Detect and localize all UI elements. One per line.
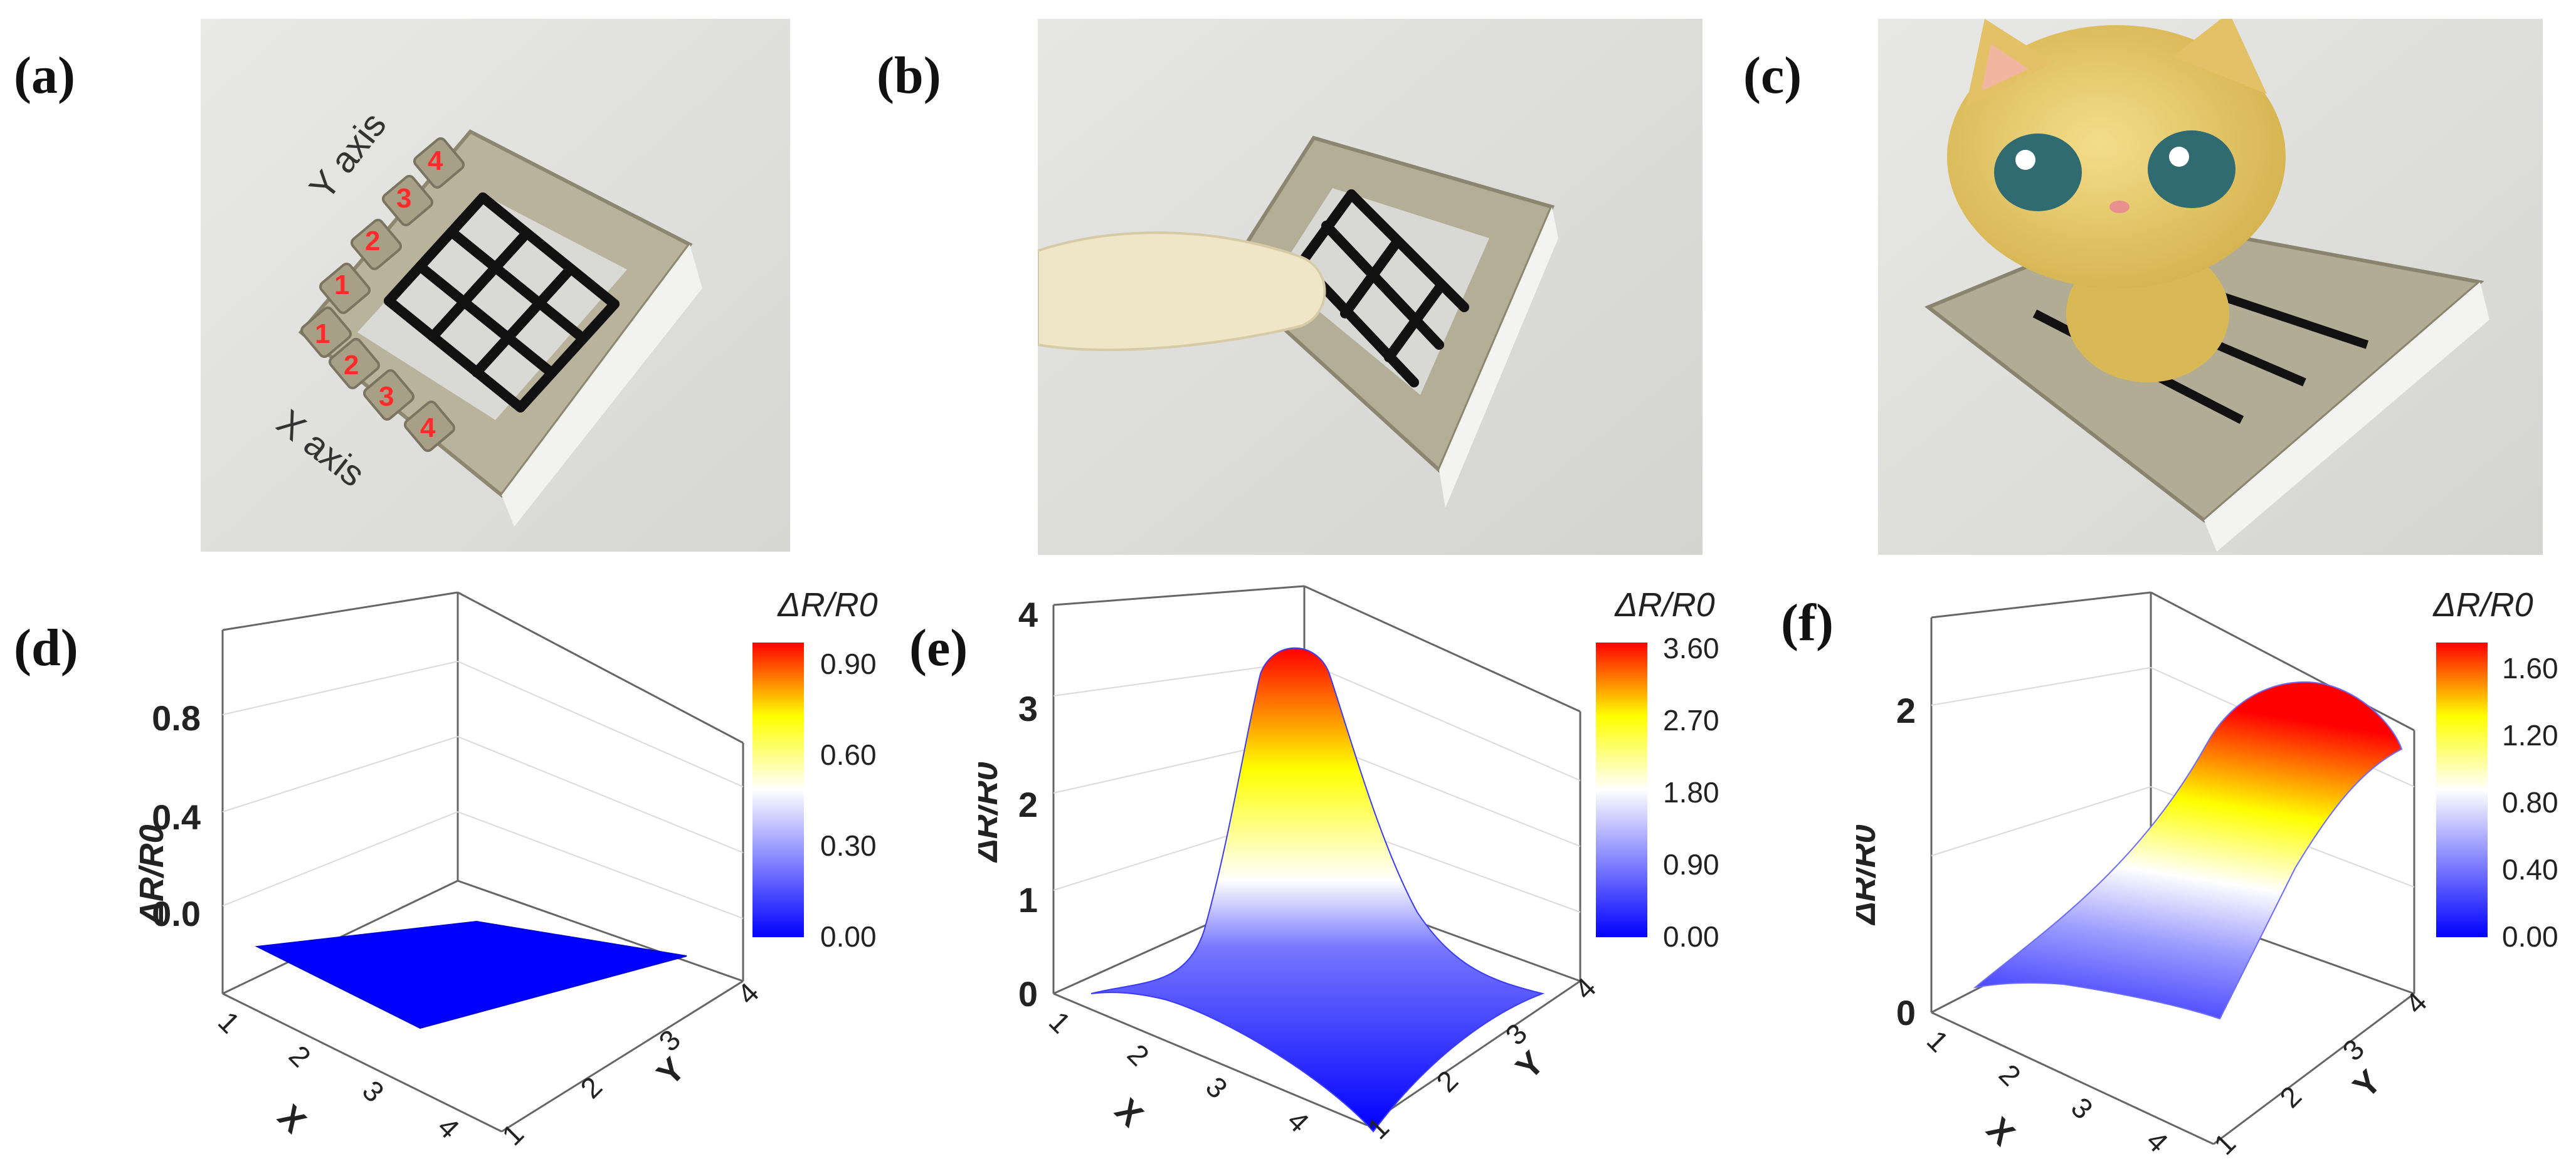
panel-label-d: (d) <box>14 619 78 677</box>
panel-label-e: (e) <box>909 619 968 677</box>
plot-d-cbar-tick-1: 0.30 <box>820 829 877 862</box>
plot-f-cbar-tick-2: 0.80 <box>2502 786 2558 819</box>
plot-e-y-tick-4: 4 <box>1568 971 1602 1006</box>
plot-f-y-tick-3: 3 <box>2336 1032 2370 1067</box>
plot-f-colorbar <box>2436 643 2488 937</box>
plot-e-z-label: ΔR/R0 <box>978 762 1005 863</box>
plot-d-y-tick-1: 1 <box>495 1117 530 1152</box>
plot-f-x-label: X <box>1980 1110 2022 1153</box>
plot-e-cbar-tick-1: 0.90 <box>1663 848 1719 881</box>
plot-f-cbar-tick-4: 1.60 <box>2502 652 2558 685</box>
panel-label-c: (c) <box>1743 46 1802 105</box>
plot-f-z-tick-2: 2 <box>1896 691 1916 730</box>
plot-e-x-tick-2: 2 <box>1121 1037 1156 1072</box>
plot-f-x-tick-3: 3 <box>2065 1091 2099 1125</box>
photo-a-x-number-2: 2 <box>344 350 359 381</box>
plot-e-z-tick-2: 2 <box>1018 785 1038 824</box>
panel-label-b: (b) <box>877 46 941 105</box>
plot-d-colorbar-title: ΔR/R0 <box>776 586 877 624</box>
panel-label-f: (f) <box>1781 594 1834 652</box>
photo-a-y-number-2: 2 <box>365 226 381 256</box>
plot-f-z-tick-0: 0 <box>1896 993 1916 1032</box>
plot-f-x-tick-2: 2 <box>1993 1058 2027 1092</box>
plot-f-cbar-tick-0: 0.00 <box>2502 920 2558 953</box>
plot-d-z-tick-1: 0.4 <box>152 797 201 837</box>
plot-f-y-tick-1: 1 <box>2207 1127 2242 1161</box>
plot-d-axes-box <box>221 591 744 1133</box>
plot-e-colorbar <box>1596 643 1647 937</box>
plot-f-z-label: ΔR/R0 <box>1856 824 1882 925</box>
plot-d-y-tick-3: 3 <box>652 1023 687 1058</box>
photo-sensor-array-labeled: Y axis X axis 1 2 3 4 1 2 3 4 <box>201 19 790 552</box>
plot-e-colorbar-title: ΔR/R0 <box>1613 586 1714 624</box>
plot-d-y-label: Y <box>650 1051 692 1093</box>
photo-toy-cat-on-sensor <box>1878 19 2543 555</box>
plot-f-y-label: Y <box>2346 1063 2389 1106</box>
plot-f-surface <box>1973 681 2403 1020</box>
plot-e-z-tick-4: 4 <box>1018 595 1038 634</box>
plot-f-y-tick-2: 2 <box>2273 1079 2308 1114</box>
plot-d-x-tick-1: 1 <box>212 1005 246 1039</box>
photo-a-x-number-3: 3 <box>379 381 394 412</box>
plot-f-colorbar-title: ΔR/R0 <box>2432 586 2533 624</box>
plot-e-x-label: X <box>1108 1091 1151 1134</box>
plot-e-y-label: Y <box>1509 1044 1551 1087</box>
plot-d-flat-surface: 0.0 0.4 0.8 ΔR/R0 1 2 3 4 X 1 2 3 4 Y ΔR… <box>125 580 909 1163</box>
plot-e-cbar-tick-4: 3.60 <box>1663 632 1719 664</box>
plot-e-cbar-tick-0: 0.00 <box>1663 920 1719 953</box>
plot-e-cbar-tick-2: 1.80 <box>1663 776 1719 809</box>
plot-f-x-tick-4: 4 <box>2140 1124 2175 1158</box>
plot-f-cbar-tick-1: 0.40 <box>2502 853 2558 886</box>
photo-a-x-number-4: 4 <box>420 412 436 443</box>
plot-e-peak-surface: 0 1 2 3 4 ΔR/R0 1 2 3 4 X 1 2 3 4 Y ΔR/R… <box>967 580 1762 1163</box>
plot-e-z-tick-3: 3 <box>1018 689 1038 728</box>
plot-d-z-label: ΔR/R0 <box>133 824 171 925</box>
photo-a-y-number-4: 4 <box>428 145 443 176</box>
plot-e-x-tick-3: 3 <box>1200 1070 1234 1105</box>
plot-d-x-tick-2: 2 <box>283 1039 317 1073</box>
plot-d-colorbar <box>752 643 804 937</box>
plot-d-gridlines <box>222 661 744 919</box>
plot-d-z-tick-0: 0.0 <box>152 894 201 933</box>
photo-a-x-number-1: 1 <box>315 318 330 349</box>
plot-d-y-tick-4: 4 <box>731 976 765 1011</box>
plot-d-cbar-tick-2: 0.60 <box>820 738 877 771</box>
plot-d-z-tick-2: 0.8 <box>152 698 201 738</box>
plot-e-surface <box>1090 647 1545 1133</box>
photo-a-y-number-1: 1 <box>334 270 350 300</box>
plot-e-x-tick-4: 4 <box>1281 1104 1316 1138</box>
plot-e-y-tick-3: 3 <box>1499 1017 1533 1051</box>
plot-d-cbar-tick-3: 0.90 <box>820 648 877 680</box>
plot-e-z-tick-0: 0 <box>1018 974 1038 1014</box>
plot-e-z-tick-1: 1 <box>1018 880 1038 920</box>
plot-d-x-tick-3: 3 <box>356 1074 391 1108</box>
plot-e-x-tick-1: 1 <box>1043 1005 1077 1039</box>
plot-d-cbar-tick-0: 0.00 <box>820 920 877 953</box>
plot-d-surface <box>255 920 687 1029</box>
plot-f-x-tick-1: 1 <box>1921 1024 1955 1058</box>
plot-d-x-label: X <box>271 1098 314 1140</box>
panel-label-a: (a) <box>14 46 75 105</box>
photo-finger-press <box>1038 19 1702 555</box>
plot-f-cbar-tick-3: 1.20 <box>2502 719 2558 752</box>
plot-d-x-tick-4: 4 <box>431 1110 466 1145</box>
plot-e-cbar-tick-3: 2.70 <box>1663 704 1719 737</box>
plot-e-y-tick-2: 2 <box>1430 1064 1464 1098</box>
photo-a-y-number-3: 3 <box>396 183 412 214</box>
plot-f-ridge-surface: 0 2 ΔR/R0 1 2 3 4 X 1 2 3 4 Y ΔR/R0 0.00… <box>1845 580 2574 1163</box>
